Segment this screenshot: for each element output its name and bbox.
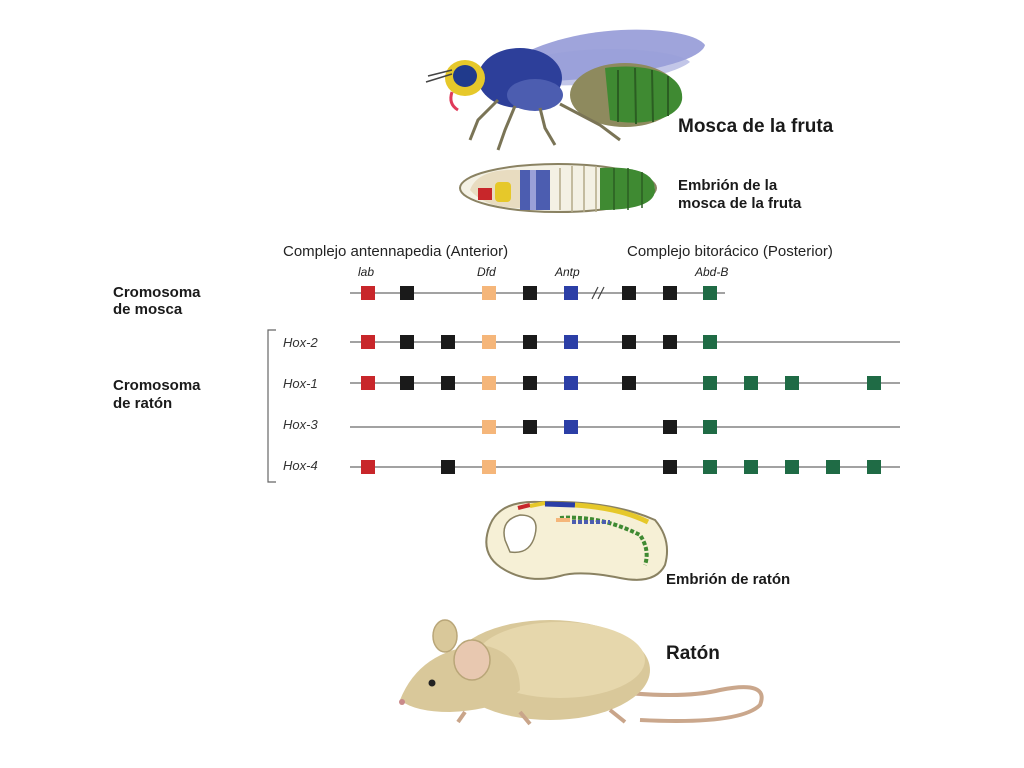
gene-box-hox-1-green: [703, 376, 717, 390]
row-label-hox-1: Hox-1: [283, 376, 318, 391]
gene-box-fly-green: [703, 286, 717, 300]
gene-box-hox-4-green: [785, 460, 799, 474]
fly-embryo-label-line1: Embrión de la: [678, 177, 778, 194]
mouse-embryo-illustration: [485, 500, 668, 581]
gene-box-hox-1-black: [441, 376, 455, 390]
row-label-hox-3: Hox-3: [283, 417, 318, 432]
anterior-complex-label: Complejo antennapedia (Anterior): [283, 243, 508, 260]
gene-box-hox-2-black: [523, 335, 537, 349]
gene-box-hox-4-red: [361, 460, 375, 474]
gene-box-hox-1-red: [361, 376, 375, 390]
fly-embryo-illustration: [459, 163, 657, 213]
gene-box-hox-2-black: [663, 335, 677, 349]
mouse-label: Ratón: [666, 643, 720, 664]
gene-box-hox-2-green: [703, 335, 717, 349]
gene-box-hox-3-black: [523, 420, 537, 434]
mouse-embryo-label: Embrión de ratón: [666, 571, 790, 588]
gene-label-lab: lab: [358, 265, 374, 279]
gene-box-hox-1-black: [622, 376, 636, 390]
gene-box-hox-2-black: [622, 335, 636, 349]
gene-box-hox-2-blue: [564, 335, 578, 349]
gene-box-hox-2-black: [441, 335, 455, 349]
fly-label: Mosca de la fruta: [678, 116, 834, 137]
mouse-illustration: [399, 619, 764, 726]
gene-box-hox-1-orange: [482, 376, 496, 390]
fly-chromosome-label-line2: de mosca: [113, 301, 183, 318]
posterior-complex-label: Complejo bitorácico (Posterior): [627, 243, 833, 260]
gene-box-fly-orange: [482, 286, 496, 300]
gene-box-hox-3-orange: [482, 420, 496, 434]
row-label-hox-2: Hox-2: [283, 335, 318, 350]
gene-box-hox-1-green: [867, 376, 881, 390]
fly-chromosome-label-line1: Cromosoma: [113, 284, 201, 301]
gene-box-hox-1-green: [744, 376, 758, 390]
gene-box-hox-3-black: [663, 420, 677, 434]
fruit-fly-illustration: [425, 29, 705, 151]
gene-box-hox-1-green: [785, 376, 799, 390]
gene-label-antp: Antp: [554, 265, 580, 279]
gene-box-fly-red: [361, 286, 375, 300]
chromosome-rows: [350, 286, 900, 474]
gene-box-hox-1-blue: [564, 376, 578, 390]
mouse-chromosome-bracket: [267, 329, 276, 483]
fly-embryo-label-line2: mosca de la fruta: [678, 195, 802, 212]
gene-box-hox-4-orange: [482, 460, 496, 474]
mouse-chromosome-label-line2: de ratón: [113, 395, 172, 412]
gene-label-abd-b: Abd-B: [694, 265, 728, 279]
gene-box-fly-black: [523, 286, 537, 300]
gene-box-hox-4-green: [703, 460, 717, 474]
gene-box-hox-4-green: [744, 460, 758, 474]
row-label-hox-4: Hox-4: [283, 458, 318, 473]
gene-box-hox-2-orange: [482, 335, 496, 349]
gene-box-hox-3-green: [703, 420, 717, 434]
gene-box-hox-1-black: [523, 376, 537, 390]
gene-box-hox-4-black: [663, 460, 677, 474]
gene-box-hox-2-black: [400, 335, 414, 349]
chromosome-break-mark: [591, 286, 599, 300]
gene-box-hox-3-blue: [564, 420, 578, 434]
gene-box-fly-black: [622, 286, 636, 300]
gene-box-hox-4-green: [826, 460, 840, 474]
gene-label-dfd: Dfd: [477, 265, 496, 279]
gene-box-fly-blue: [564, 286, 578, 300]
gene-box-hox-1-black: [400, 376, 414, 390]
mouse-chromosome-label-line1: Cromosoma: [113, 377, 201, 394]
gene-box-hox-4-black: [441, 460, 455, 474]
gene-box-hox-2-red: [361, 335, 375, 349]
gene-box-fly-black: [663, 286, 677, 300]
chromosome-break-mark: [597, 286, 605, 300]
gene-box-hox-4-green: [867, 460, 881, 474]
gene-box-fly-black: [400, 286, 414, 300]
